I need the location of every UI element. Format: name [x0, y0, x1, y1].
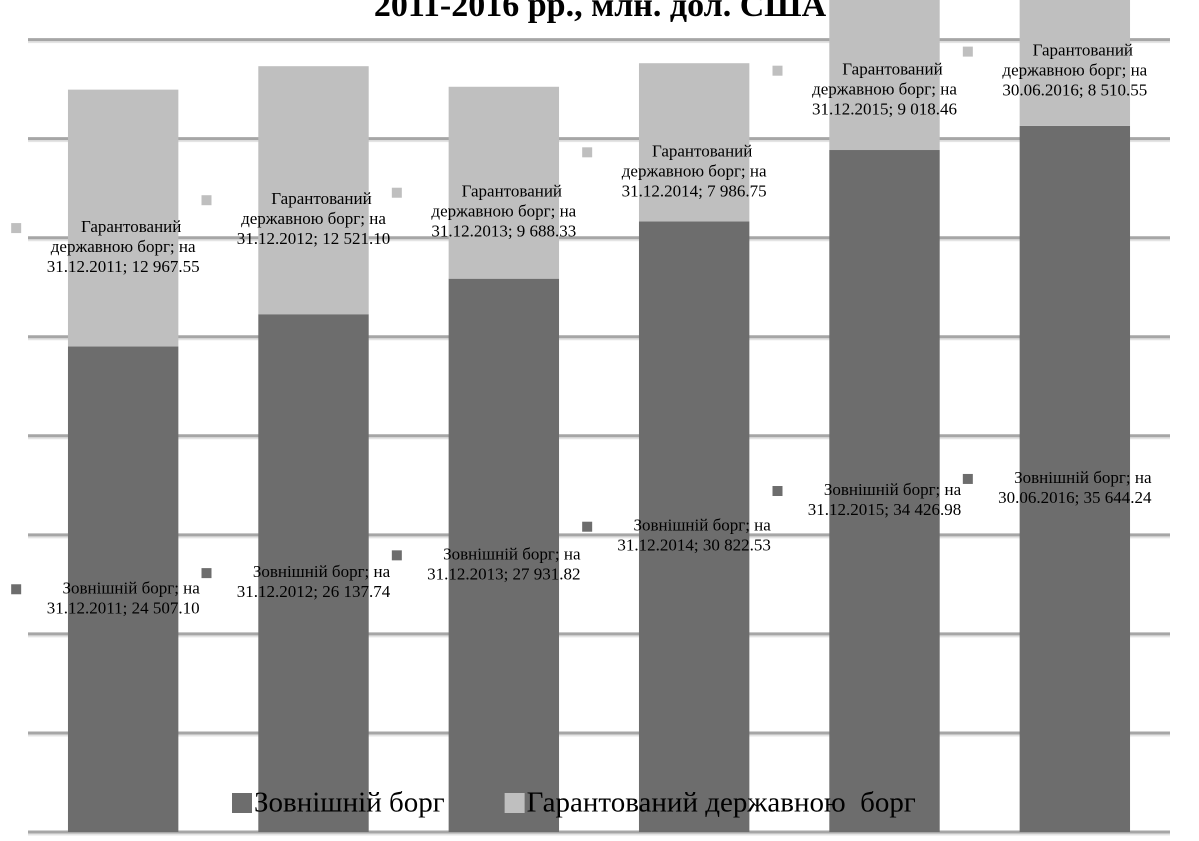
bar-segment: 31.12.2014 — [638, 63, 750, 222]
data-label-line: Гарантований — [1033, 41, 1133, 60]
data-label-marker — [391, 187, 402, 198]
data-label: Зовнішній борг; на 30.06.2016; 35 644.24 — [998, 468, 1152, 507]
data-label: Зовнішній борг; на 31.12.2014; 30 822.53 — [617, 516, 771, 555]
data-label-marker — [582, 521, 593, 532]
bar-segment: 31.12.2013 — [448, 86, 560, 279]
data-label-line: 31.12.2014; 30 822.53 — [617, 536, 770, 555]
data-label-line: Зовнішній борг; на — [443, 544, 581, 563]
data-label-marker — [201, 195, 212, 206]
data-label-marker — [201, 568, 212, 579]
data-label-marker — [772, 65, 783, 76]
data-label: Гарантований державною борг; на 31.12.2013… — [431, 182, 576, 241]
data-label-line: Гарантований — [271, 189, 371, 208]
legend-swatch — [504, 793, 525, 813]
data-label-marker — [962, 46, 973, 57]
data-label-line: державною борг; на — [51, 237, 196, 256]
bar-segment: 31.12.2012 — [258, 314, 369, 832]
data-label-line: Гарантований — [462, 182, 562, 201]
data-label: Зовнішній борг; на 31.12.2013; 27 931.82 — [427, 544, 581, 583]
data-label-line: 31.12.2011; 24 507.10 — [47, 598, 200, 617]
legend-label: Гарантований державною борг — [527, 787, 916, 819]
bar-segment: 31.12.2013 — [448, 278, 560, 832]
data-label: Гарантований державною борг; на 31.12.2011… — [47, 217, 200, 276]
legend-label: Зовнішній борг — [254, 787, 445, 819]
data-label: Зовнішній борг; на 31.12.2015; 34 426.98 — [808, 480, 962, 519]
data-label-marker — [11, 584, 22, 595]
bar-segment: 30.06.2016 — [1019, 0, 1131, 126]
data-label-line: Зовнішній борг; на — [824, 480, 962, 499]
data-label-line: 31.12.2014; 7 986.75 — [622, 181, 767, 200]
data-label-marker — [11, 223, 22, 234]
data-label-line: 30.06.2016; 8 510.55 — [1002, 81, 1147, 100]
data-label: Зовнішній борг; на 31.12.2012; 26 137.74 — [237, 562, 391, 601]
data-label: Гарантований державною борг; на 31.12.2012… — [237, 189, 390, 248]
data-label-marker — [962, 473, 973, 484]
data-label-line: Гарантований — [81, 217, 181, 236]
legend: Зовнішній борг Гарантований державною бор… — [232, 787, 916, 819]
data-label-line: державною борг; на — [812, 80, 957, 99]
data-label-marker — [772, 486, 783, 497]
bar-segment: 30.06.2016 — [1019, 125, 1131, 832]
data-label-marker — [391, 550, 402, 561]
data-label-line: 31.12.2015; 9 018.46 — [812, 100, 957, 119]
data-label-line: 31.12.2015; 34 426.98 — [808, 500, 961, 519]
data-label: Гарантований державною борг; на 30.06.2016… — [1002, 41, 1147, 100]
data-label-line: 31.12.2013; 9 688.33 — [431, 222, 576, 241]
data-label-line: 31.12.2011; 12 967.55 — [47, 257, 200, 276]
data-label-line: державною борг; на — [622, 161, 767, 180]
data-label-line: 31.12.2012; 26 137.74 — [237, 582, 391, 601]
data-label-line: державною борг; на — [431, 202, 576, 221]
bar-segment: 31.12.2015 — [829, 150, 940, 832]
data-label: Зовнішній борг; на 31.12.2011; 24 507.10 — [47, 578, 201, 617]
data-label-line: Зовнішній борг; на — [253, 562, 391, 581]
bar-segment: 31.12.2014 — [638, 221, 750, 833]
chart-title: 2011-2016 рр., млн. дол. США — [374, 0, 827, 24]
bar-segment: 31.12.2011 — [67, 89, 179, 347]
data-label-marker — [582, 147, 593, 158]
data-label-line: 30.06.2016; 35 644.24 — [998, 488, 1152, 507]
data-label-line: 31.12.2013; 27 931.82 — [427, 564, 580, 583]
bar-segment: 31.12.2015 — [829, 0, 940, 151]
data-label: Гарантований державною борг; на 31.12.2014… — [622, 141, 767, 200]
data-label-line: державною борг; на — [1002, 61, 1147, 80]
bar-segment: 31.12.2012 — [258, 66, 369, 315]
data-label-line: державною борг; на — [241, 209, 386, 228]
data-label-line: Гарантований — [842, 60, 942, 79]
data-label-line: Зовнішній борг; на — [633, 516, 771, 535]
legend-swatch — [232, 793, 252, 813]
data-label-line: 31.12.2012; 12 521.10 — [237, 229, 390, 248]
data-label: Гарантований державною борг; на 31.12.2015… — [812, 60, 957, 119]
bar-segment: 31.12.2011 — [67, 346, 179, 832]
data-label-line: Гарантований — [652, 141, 752, 160]
data-label-line: Зовнішній борг; на — [62, 578, 200, 597]
data-label-line: Зовнішній борг; на — [1014, 468, 1152, 487]
